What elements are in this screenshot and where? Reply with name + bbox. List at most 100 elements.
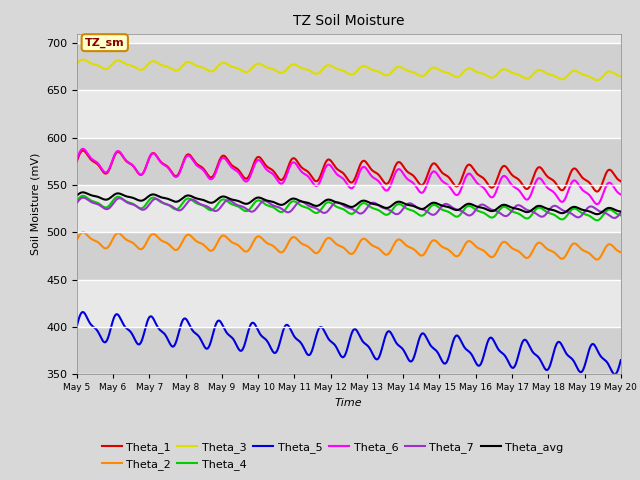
Theta_5 [383,330,390,336]
Bar [77,43,621,90]
Theta_2 [304,244,312,250]
Theta_5 [617,357,625,363]
Theta_5 [316,325,323,331]
Theta_5 [115,313,123,319]
Theta_3 [138,67,145,72]
Theta_7 [73,200,81,206]
Line: Theta_4: Theta_4 [77,196,621,220]
Theta_4 [617,213,625,218]
Line: Theta_1: Theta_1 [77,151,621,192]
Line: Theta_avg: Theta_avg [77,192,621,214]
Theta_1 [79,148,87,154]
Bar [77,185,621,232]
Theta_1 [304,169,312,175]
Theta_1 [325,156,333,162]
Theta_avg [316,202,323,208]
Theta_avg [304,200,312,206]
Theta_7 [617,210,625,216]
Theta_avg [115,191,123,196]
Theta_7 [304,203,312,208]
Title: TZ Soil Moisture: TZ Soil Moisture [293,14,404,28]
Theta_3 [304,67,312,73]
Theta_4 [383,212,390,217]
Theta_1 [115,149,123,155]
Theta_avg [79,190,87,195]
X-axis label: Time: Time [335,398,363,408]
Theta_5 [79,309,87,315]
Bar [77,327,621,374]
Theta_2 [383,252,390,258]
Theta_4 [115,194,123,200]
Theta_1 [316,176,323,181]
Theta_6 [383,188,390,193]
Theta_3 [593,77,601,83]
Bar [77,280,621,327]
Theta_2 [79,229,87,235]
Theta_1 [73,158,81,164]
Theta_3 [383,72,390,78]
Theta_2 [316,248,323,254]
Theta_1 [383,181,390,187]
Theta_avg [617,209,625,215]
Theta_3 [325,62,333,68]
Theta_6 [593,201,601,207]
Line: Theta_3: Theta_3 [77,60,621,80]
Theta_6 [73,156,81,162]
Theta_5 [138,338,145,344]
Theta_4 [73,198,81,204]
Theta_avg [593,211,601,217]
Theta_4 [593,217,601,223]
Theta_4 [316,209,323,215]
Theta_3 [617,73,625,79]
Theta_3 [79,57,87,62]
Legend: Theta_1, Theta_2, Theta_3, Theta_4, Theta_5, Theta_6, Theta_7, Theta_avg: Theta_1, Theta_2, Theta_3, Theta_4, Thet… [97,438,568,474]
Theta_6 [325,162,333,168]
Theta_avg [138,198,145,204]
Theta_1 [617,179,625,184]
Theta_1 [138,172,145,178]
Theta_7 [79,195,87,201]
Theta_6 [138,172,145,178]
Theta_avg [325,197,333,203]
Theta_7 [325,207,333,213]
Theta_4 [325,199,333,205]
Theta_5 [611,372,618,377]
Theta_3 [316,70,323,75]
Theta_5 [325,336,333,342]
Line: Theta_5: Theta_5 [77,312,621,374]
Line: Theta_7: Theta_7 [77,198,621,218]
Bar [77,138,621,185]
Theta_7 [383,206,390,212]
Bar [77,90,621,138]
Theta_3 [73,61,81,67]
Theta_6 [115,149,123,155]
Theta_avg [383,205,390,211]
Theta_avg [73,192,81,198]
Theta_2 [325,235,333,241]
Line: Theta_6: Theta_6 [77,149,621,204]
Theta_2 [73,237,81,243]
Theta_1 [593,189,601,194]
Bar [77,232,621,280]
Theta_7 [611,215,618,221]
Theta_5 [304,352,312,358]
Theta_6 [79,146,87,152]
Theta_7 [316,207,323,213]
Theta_3 [115,58,123,63]
Theta_2 [115,230,123,236]
Theta_6 [617,192,625,197]
Theta_4 [79,193,87,199]
Theta_6 [304,173,312,179]
Text: TZ_sm: TZ_sm [85,37,125,48]
Theta_5 [73,323,81,329]
Y-axis label: Soil Moisture (mV): Soil Moisture (mV) [30,153,40,255]
Theta_2 [617,250,625,255]
Theta_2 [593,257,601,263]
Theta_2 [138,246,145,252]
Theta_4 [304,205,312,211]
Theta_4 [138,205,145,211]
Line: Theta_2: Theta_2 [77,232,621,260]
Theta_7 [138,206,145,212]
Theta_6 [316,180,323,186]
Theta_7 [115,195,123,201]
